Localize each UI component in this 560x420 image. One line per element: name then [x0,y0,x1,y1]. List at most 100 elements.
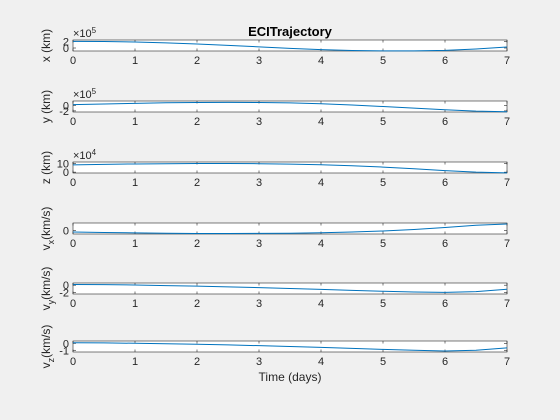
plot-area [72,39,508,52]
x-tick-label: 6 [442,116,448,128]
x-tick-label: 3 [256,238,262,250]
x-tick-label: 3 [256,55,262,67]
x-tick-label: 4 [318,298,324,310]
x-tick-label: 1 [132,356,138,368]
x-tick-label: 7 [504,238,510,250]
x-tick-label: 0 [70,238,76,250]
x-tick-label: 7 [504,298,510,310]
y-tick-label: -2 [59,288,69,300]
x-tick-label: 4 [318,356,324,368]
axis-exponent: ×105 [73,87,97,101]
y-axis-label: z (km) [39,151,53,184]
y-axis-label-subscript: y [46,299,56,304]
y-axis-label: vx(km/s) [39,207,56,251]
x-tick-label: 0 [70,356,76,368]
subplot-4: 0 1 2 3 4 5 6 7 0 vx(km/s) [39,207,510,251]
y-tick-label: -1 [59,345,69,357]
y-axis-label-subscript: x [46,239,56,244]
x-tick-label: 7 [504,55,510,67]
y-axis-label-unit: (km/s) [39,267,53,300]
y-axis-label-text: v [39,304,53,310]
y-axis-label-subscript: z [46,357,56,362]
x-tick-label: 0 [70,177,76,189]
x-tick-label: 2 [194,356,200,368]
figure-title: ECITrajectory [248,24,333,39]
y-tick-label: 0 [63,43,69,55]
x-tick-label: 1 [132,238,138,250]
x-tick-label: 1 [132,177,138,189]
x-tick-label: 0 [70,116,76,128]
x-tick-label: 5 [380,55,386,67]
x-tick-label: 6 [442,55,448,67]
x-tick-label: 0 [70,55,76,67]
x-tick-label: 6 [442,177,448,189]
x-tick-label: 2 [194,298,200,310]
x-tick-label: 7 [504,116,510,128]
x-tick-label: 6 [442,238,448,250]
y-axis-label: vz(km/s) [39,325,56,369]
x-axis-label: Time (days) [259,370,322,384]
exponent-base: ×10 [73,28,92,40]
plot-area [72,161,508,174]
exponent-base: ×10 [73,150,92,162]
x-tick-label: 4 [318,55,324,67]
x-tick-label: 5 [380,177,386,189]
plot-area [72,222,508,235]
x-tick-label: 3 [256,298,262,310]
series-line [72,342,508,352]
y-tick-label: 0 [63,338,69,350]
x-tick-label: 7 [504,177,510,189]
y-axis-label: y (km) [39,90,53,123]
series-line [72,40,508,52]
x-tick-label: 3 [256,177,262,189]
x-tick-label: 5 [380,116,386,128]
plot-area [72,100,508,113]
y-tick-label: 0 [63,226,69,238]
subplot-5: 0 1 2 3 4 5 6 70-2vy(km/s) [39,267,510,311]
y-axis-label-unit: (km/s) [39,207,53,240]
y-tick-label: 2 [63,36,69,48]
x-tick-label: 7 [504,356,510,368]
y-axis-label: vy(km/s) [39,267,56,311]
y-axis-label-text: v [39,244,53,250]
x-tick-label: 1 [132,55,138,67]
x-tick-label: 2 [194,55,200,67]
y-axis-label: x (km) [39,29,53,62]
x-tick-label: 2 [194,116,200,128]
axis-exponent: ×105 [73,26,97,40]
x-tick-label: 5 [380,356,386,368]
series-line [72,283,508,293]
x-tick-label: 5 [380,238,386,250]
y-axis-label-unit: (km/s) [39,325,53,358]
y-axis-label-text: y (km) [39,90,53,123]
x-tick-label: 3 [256,116,262,128]
x-tick-label: 4 [318,238,324,250]
x-tick-label: 5 [380,298,386,310]
y-axis-label-text: z (km) [39,151,53,184]
exponent-base: ×10 [73,89,92,101]
axis-exponent: ×104 [73,148,97,162]
x-tick-label: 2 [194,177,200,189]
exponent-power: 5 [92,26,97,35]
x-tick-label: 6 [442,356,448,368]
exponent-power: 4 [92,148,97,157]
x-tick-label: 2 [194,238,200,250]
series-line [72,223,508,234]
subplot-6: 0 1 2 3 4 5 6 70-1vz(km/s) [39,325,510,369]
y-tick-label: 10 [57,159,69,171]
x-tick-label: 1 [132,116,138,128]
exponent-power: 5 [92,87,97,96]
y-tick-label: 0 [63,167,69,179]
y-axis-label-text: v [39,362,53,368]
x-tick-label: 4 [318,177,324,189]
y-axis-label-text: x (km) [39,29,53,62]
series-line [72,163,508,174]
y-tick-label: 0 [63,280,69,292]
x-tick-label: 3 [256,356,262,368]
x-tick-label: 1 [132,298,138,310]
